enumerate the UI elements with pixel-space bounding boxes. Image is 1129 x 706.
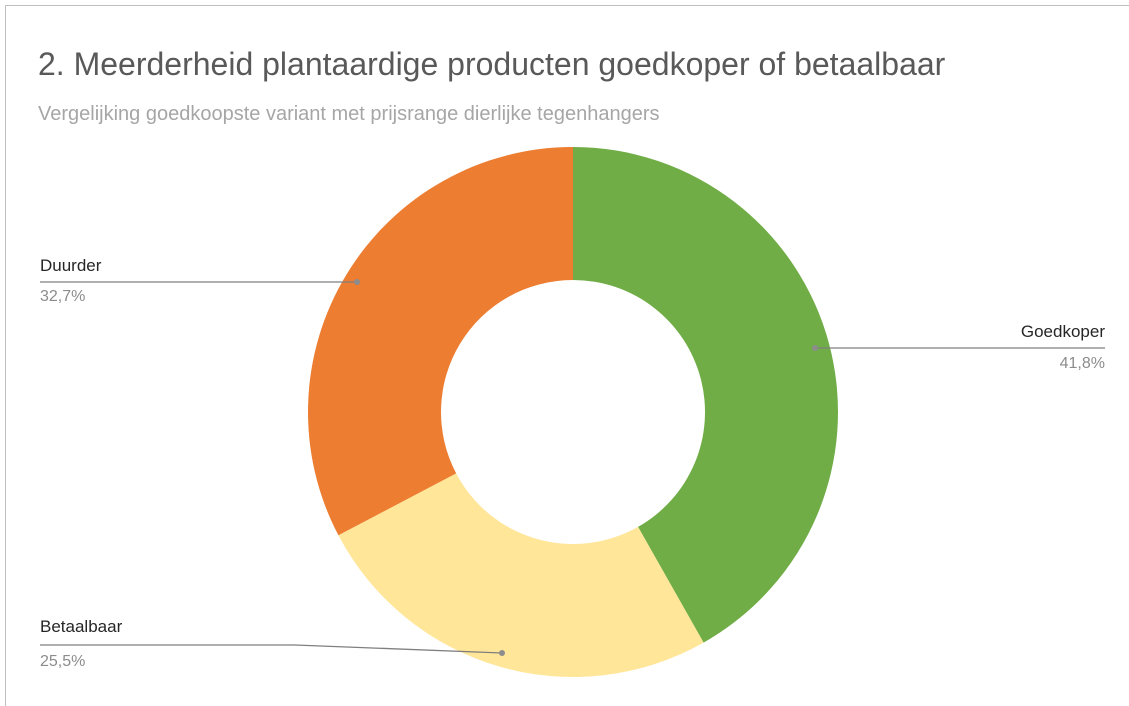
- category-label: Duurder: [40, 256, 102, 275]
- category-label: Goedkoper: [1021, 322, 1105, 341]
- value-label: 41,8%: [1060, 355, 1105, 372]
- slice: [308, 147, 573, 536]
- chart-title: 2. Meerderheid plantaardige producten go…: [38, 46, 946, 82]
- slice: [338, 473, 704, 678]
- value-label: 32,7%: [40, 288, 85, 305]
- slice: [573, 147, 839, 643]
- leader-dot: [499, 650, 505, 656]
- value-label: 25,5%: [40, 653, 85, 670]
- leader-dot: [812, 345, 818, 351]
- chart-subtitle: Vergelijking goedkoopste variant met pri…: [38, 103, 659, 125]
- category-label: Betaalbaar: [40, 617, 123, 636]
- leader-dot: [354, 279, 360, 285]
- leader-line: [40, 644, 503, 654]
